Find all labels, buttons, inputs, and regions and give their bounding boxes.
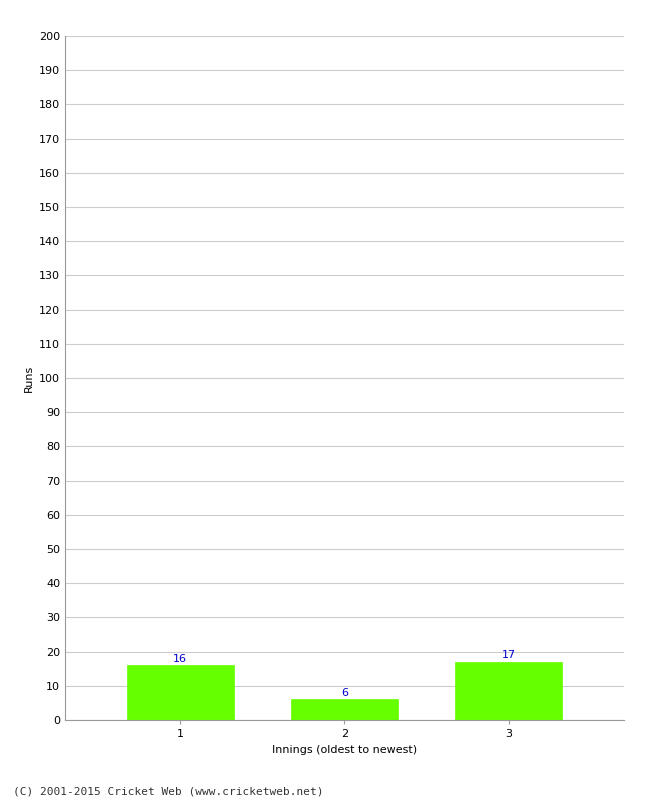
Bar: [456, 662, 562, 720]
Text: 16: 16: [173, 654, 187, 663]
Text: (C) 2001-2015 Cricket Web (www.cricketweb.net): (C) 2001-2015 Cricket Web (www.cricketwe…: [13, 786, 324, 796]
Bar: [291, 699, 398, 720]
Text: 6: 6: [341, 688, 348, 698]
Text: 17: 17: [502, 650, 516, 660]
Y-axis label: Runs: Runs: [23, 364, 33, 392]
Bar: [127, 666, 233, 720]
X-axis label: Innings (oldest to newest): Innings (oldest to newest): [272, 745, 417, 754]
